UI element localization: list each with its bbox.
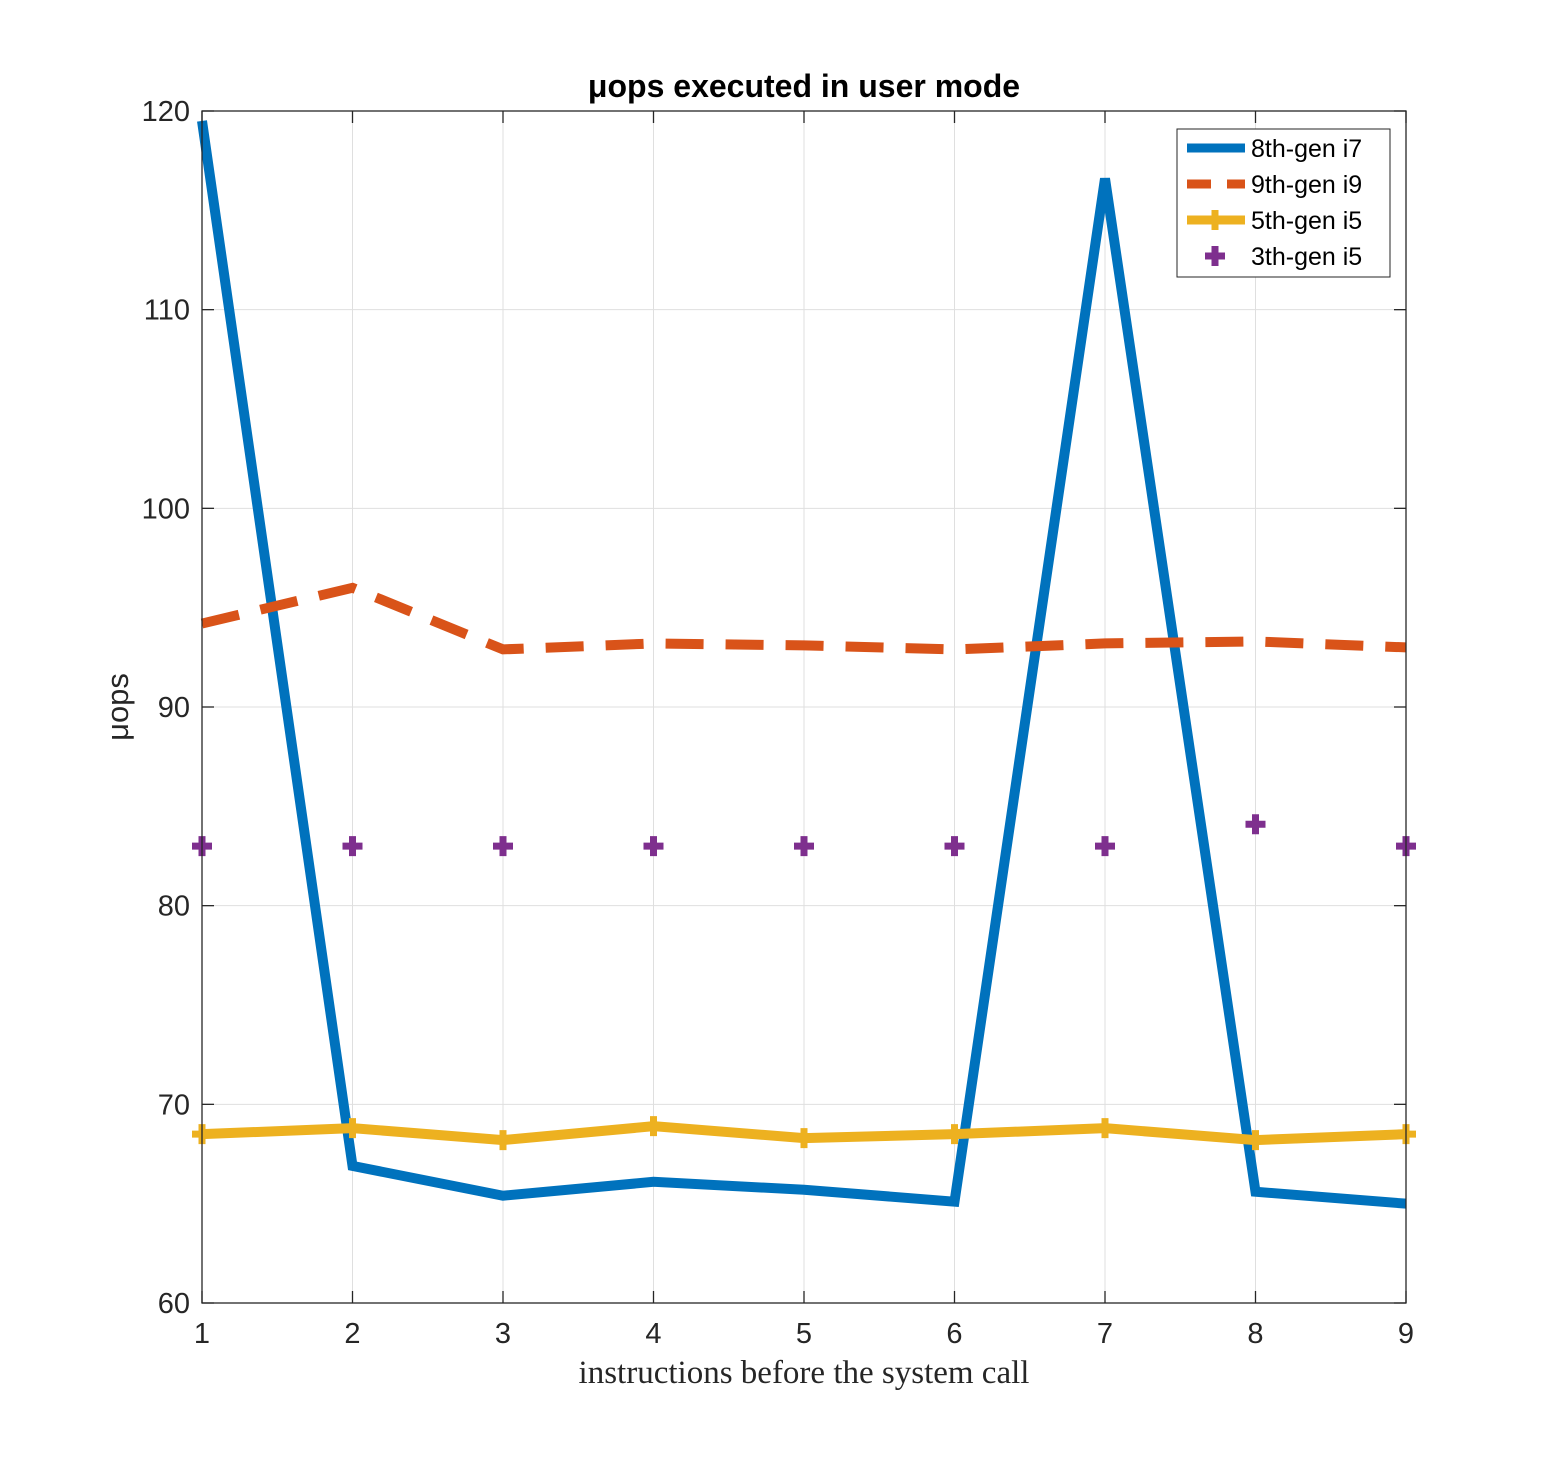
x-tick-label: 2 (344, 1318, 360, 1350)
y-axis-label: μops (100, 673, 135, 741)
x-tick-label: 9 (1398, 1318, 1414, 1350)
data-point-marker (1245, 814, 1266, 835)
legend-entry: 8th-gen i7 (1187, 135, 1362, 163)
data-point-marker (643, 836, 664, 857)
series-8th-gen-i7 (197, 120, 1407, 1209)
data-point-marker (1095, 1118, 1115, 1139)
data-point-marker (493, 836, 513, 857)
legend-label: 8th-gen i7 (1251, 135, 1362, 163)
legend-swatch-marker (1205, 210, 1225, 230)
legend-label: 5th-gen i5 (1251, 207, 1362, 235)
data-point-marker (342, 836, 363, 857)
legend-label: 3th-gen i5 (1251, 243, 1362, 271)
series-line (200, 582, 1407, 655)
x-tick-label: 8 (1247, 1318, 1263, 1350)
x-tick-label: 1 (194, 1318, 210, 1350)
chart-title: μops executed in user mode (588, 68, 1020, 104)
y-tick-label: 110 (144, 295, 190, 327)
data-point-marker (643, 1116, 664, 1137)
x-tick-label: 7 (1097, 1318, 1113, 1350)
data-point-marker (944, 1124, 965, 1145)
legend-entry: 5th-gen i5 (1187, 207, 1362, 235)
y-tick-label: 100 (142, 493, 190, 525)
legend-swatch-marker (1205, 246, 1225, 266)
ticks: 1 2 3 4 5 6 7 8 9 60 70 80 90 100 110 120 (142, 96, 1414, 1350)
data-point-marker (1245, 1130, 1266, 1151)
data-point-marker (493, 1130, 513, 1151)
y-tick-label: 90 (158, 692, 190, 724)
legend-entry: 3th-gen i5 (1205, 243, 1362, 271)
y-tick-label: 120 (142, 96, 190, 128)
y-tick-label: 80 (158, 891, 190, 923)
y-tick-label: 70 (158, 1089, 190, 1121)
y-tick-label: 60 (158, 1288, 190, 1320)
data-point-marker (794, 1128, 814, 1149)
data-point-marker (794, 836, 814, 857)
series-9th-gen-i9 (200, 582, 1407, 655)
data-point-marker (944, 836, 965, 857)
x-axis-label: instructions before the system call (579, 1355, 1030, 1391)
legend-label: 9th-gen i9 (1251, 171, 1362, 199)
legend: 8th-gen i7 9th-gen i9 5th-gen i5 3th-gen i5 (1176, 128, 1391, 278)
x-tick-label: 4 (645, 1318, 661, 1350)
x-tick-label: 6 (946, 1318, 962, 1350)
x-tick-label: 3 (495, 1318, 511, 1350)
series-line (197, 120, 1407, 1209)
data-point-marker (342, 1118, 363, 1139)
x-tick-label: 5 (796, 1318, 812, 1350)
data-point-marker (1095, 836, 1115, 857)
legend-entry: 9th-gen i9 (1187, 171, 1362, 199)
